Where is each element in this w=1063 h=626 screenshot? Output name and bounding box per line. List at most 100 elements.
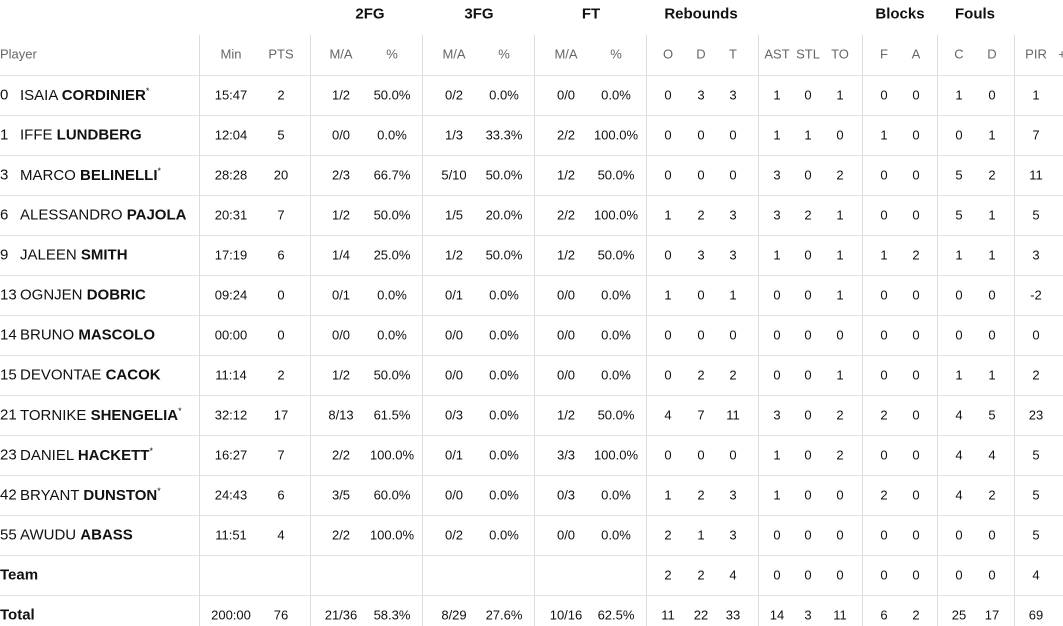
first-name: MARCO <box>20 167 76 184</box>
stat-cell: 20:31 <box>214 207 248 223</box>
stat-cell: 0/0 <box>556 287 576 303</box>
stat-cell: 0.0% <box>601 367 631 383</box>
stat-cell: 5/10 <box>441 167 467 183</box>
player-name: BRYANT DUNSTON* <box>20 486 161 504</box>
last-name: LUNDBERG <box>56 126 142 144</box>
stat-cell: 3 <box>804 607 812 623</box>
stat-cell: 0 <box>664 447 672 463</box>
stat-cell: 11 <box>726 407 740 423</box>
stat-cell: 0 <box>955 287 963 303</box>
stat-cell: 0.0% <box>601 327 631 343</box>
player-name: DANIEL HACKETT* <box>20 446 153 464</box>
stat-cell: 0 <box>955 567 963 583</box>
stat-cell: 0/3 <box>556 487 576 503</box>
stat-cell: 0/0 <box>556 527 576 543</box>
stat-cell: 200:00 <box>211 607 251 623</box>
stat-cell: 2 <box>836 407 844 423</box>
stat-cell: 7 <box>277 207 285 223</box>
starter-mark: * <box>149 446 153 456</box>
player-name: DEVONTAE CACOK <box>20 367 161 384</box>
stat-cell: 50.0% <box>373 207 411 223</box>
column-header: PIR <box>1025 46 1047 62</box>
stat-cell: 0 <box>880 87 888 103</box>
stat-cell: 0/1 <box>444 447 464 463</box>
last-name: BELINELLI <box>80 167 158 184</box>
first-name: BRUNO <box>20 326 75 344</box>
column-header: F <box>880 46 888 62</box>
stat-cell: 0.0% <box>489 287 519 303</box>
stat-cell: 0 <box>664 367 672 383</box>
stat-cell: 3 <box>1032 247 1040 263</box>
column-header: Player <box>0 46 37 62</box>
player-name: BRUNO MASCOLO <box>20 327 155 344</box>
stat-cell: 0 <box>729 447 737 463</box>
stat-cell: 62.5% <box>597 607 635 623</box>
column-divider <box>758 35 759 626</box>
stat-cell: 0 <box>912 447 920 463</box>
stat-cell: 1 <box>697 527 705 543</box>
stat-cell: 0 <box>773 327 781 343</box>
first-name: OGNJEN <box>20 286 83 304</box>
stat-cell: 0/0 <box>444 487 464 503</box>
stat-cell: 0.0% <box>601 487 631 503</box>
row-divider <box>0 355 1063 356</box>
stat-cell: 2/2 <box>556 207 576 223</box>
stat-cell: 2 <box>277 367 285 383</box>
stat-cell: 0.0% <box>489 487 519 503</box>
stat-cell: 1 <box>664 287 672 303</box>
stat-cell: 0 <box>880 287 888 303</box>
stat-cell: 0 <box>880 527 888 543</box>
first-name: DEVONTAE <box>20 366 102 384</box>
stat-cell: 0 <box>880 207 888 223</box>
stat-cell: 1/2 <box>556 167 576 183</box>
stat-cell: 2 <box>729 367 737 383</box>
stat-cell: 17 <box>273 407 289 423</box>
row-divider <box>0 195 1063 196</box>
stat-cell: 0 <box>912 87 920 103</box>
stat-cell: 0 <box>804 567 812 583</box>
stat-cell: 0.0% <box>489 527 519 543</box>
stat-cell: 1 <box>988 207 996 223</box>
stat-cell: 0/1 <box>444 287 464 303</box>
stat-cell: 0 <box>912 287 920 303</box>
player-number: 13 <box>0 286 17 304</box>
column-divider <box>422 35 423 626</box>
first-name: ALESSANDRO <box>20 206 123 224</box>
starter-mark: * <box>157 166 162 176</box>
stat-cell: 0 <box>664 87 672 103</box>
stat-cell: 50.0% <box>485 247 523 263</box>
stat-cell: 2 <box>880 407 888 423</box>
stat-cell: 0 <box>804 487 812 503</box>
stat-cell: 6 <box>880 607 888 623</box>
first-name: ISAIA <box>20 87 58 104</box>
stat-cell: 0 <box>880 447 888 463</box>
stat-cell: 50.0% <box>373 367 411 383</box>
column-header: % <box>386 46 398 62</box>
stat-cell: 3 <box>729 527 737 543</box>
stat-cell: 09:24 <box>214 287 248 303</box>
column-header: AST <box>764 46 790 62</box>
stat-cell: 2 <box>836 447 844 463</box>
stat-cell: 4 <box>988 447 996 463</box>
stat-cell: 0.0% <box>377 327 407 343</box>
column-header: D <box>696 46 706 62</box>
column-header: D <box>987 46 997 62</box>
column-header: % <box>498 46 510 62</box>
stat-cell: 0.0% <box>489 367 519 383</box>
stat-cell: 0 <box>773 567 781 583</box>
stat-cell: 0 <box>697 287 705 303</box>
stat-cell: 0 <box>836 127 844 143</box>
column-header: M/A <box>329 46 353 62</box>
stat-cell: 0 <box>697 127 705 143</box>
stat-cell: 1 <box>1032 87 1040 103</box>
stat-cell: 0 <box>697 447 705 463</box>
stat-cell: 0 <box>664 247 672 263</box>
stat-cell: 5 <box>955 167 963 183</box>
stat-cell: 0/3 <box>444 407 464 423</box>
stat-cell: 2/3 <box>331 167 351 183</box>
stat-cell: 2 <box>697 367 705 383</box>
stat-cell: 4 <box>955 447 963 463</box>
stat-cell: 58.3% <box>373 607 411 623</box>
stat-cell: 3/5 <box>331 487 351 503</box>
stat-cell: 0.0% <box>377 287 407 303</box>
